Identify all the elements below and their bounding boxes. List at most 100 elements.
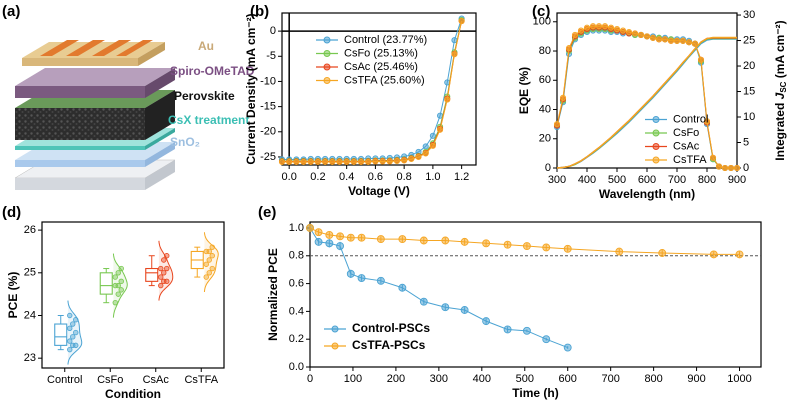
data-point <box>206 270 212 276</box>
legend-swatch-marker <box>323 63 331 71</box>
data-point <box>376 276 385 285</box>
data-point <box>376 235 385 244</box>
x-tick-label: 600 <box>559 373 577 385</box>
csx-side <box>145 128 175 150</box>
data-point <box>460 306 469 314</box>
legend-swatch-marker <box>652 129 660 137</box>
data-point <box>619 27 627 34</box>
data-point <box>209 253 215 259</box>
y-axis-title: EQE (%) <box>517 67 531 114</box>
data-point <box>115 270 121 276</box>
data-point <box>565 45 573 52</box>
series-line <box>556 37 737 169</box>
x-tick-label: 1.2 <box>454 171 469 183</box>
data-point <box>553 121 561 128</box>
data-point <box>482 239 491 248</box>
data-point <box>583 24 591 31</box>
data-point <box>314 158 321 166</box>
data-point <box>655 36 663 43</box>
x-tick-label: 0.0 <box>282 171 297 183</box>
data-point <box>601 23 609 30</box>
data-point <box>286 158 293 166</box>
data-point <box>357 233 366 242</box>
layer-label: Spiro-OMeTAD <box>170 64 255 78</box>
data-point <box>393 157 401 165</box>
x-axis-title: Time (h) <box>512 386 558 400</box>
y-tick-label: 0.0 <box>289 361 304 373</box>
data-point <box>336 242 345 251</box>
x-tick-label: CsTFA <box>184 374 218 386</box>
x-tick-label: 900 <box>687 373 705 385</box>
x-tick-label: 0.2 <box>310 171 325 183</box>
y-axis-title: Normalized PCE <box>266 248 280 341</box>
data-point <box>422 143 429 150</box>
data-point <box>721 164 729 172</box>
legend-swatch-marker <box>331 325 339 333</box>
series-line <box>309 227 568 349</box>
plot-frame <box>281 12 477 166</box>
x-axis-title: Wavelength (nm) <box>599 187 695 201</box>
data-point <box>70 334 76 340</box>
data-point <box>577 27 585 34</box>
panel: 300 400 500 600 700 800 9000204060801000510152… <box>517 3 788 201</box>
layer-label: SnO₂ <box>170 135 200 149</box>
data-point <box>571 31 579 38</box>
data-point <box>522 326 531 335</box>
data-point <box>658 249 667 257</box>
y-tick-label: 80 <box>539 45 551 57</box>
plot-frame <box>41 221 225 369</box>
data-point <box>73 329 79 336</box>
y2-tick-label: 20 <box>743 60 755 72</box>
y-tick-label: 40 <box>539 103 551 115</box>
y2-tick-label: 0 <box>743 162 749 174</box>
data-point <box>164 278 170 285</box>
data-point <box>70 321 76 327</box>
data-point <box>625 28 633 36</box>
y-tick-label: 1.0 <box>289 222 304 234</box>
data-point <box>482 317 491 326</box>
data-point <box>649 34 657 41</box>
data-point <box>441 236 450 245</box>
data-point <box>118 278 124 285</box>
layer-label: Au <box>198 39 214 53</box>
y2-title-symbol: J <box>773 92 787 99</box>
device-schematic: (a) Au Spiro-OMeTAD Perovskite <box>2 3 255 190</box>
data-point <box>735 250 744 259</box>
legend-swatch-marker <box>323 36 331 44</box>
sno2-side <box>145 142 175 167</box>
legend-swatch-marker <box>652 143 660 150</box>
panel-label: (e) <box>258 204 276 221</box>
series-line <box>556 36 737 169</box>
data-point <box>419 236 428 245</box>
data-point <box>685 39 693 46</box>
data-point <box>372 158 379 165</box>
data-point <box>437 126 444 133</box>
y-tick-label: 0 <box>270 25 276 37</box>
sno2-front <box>15 160 145 167</box>
data-point <box>613 26 621 33</box>
y-tick-label: -20 <box>260 126 276 138</box>
data-point <box>709 154 717 161</box>
box <box>99 272 113 295</box>
data-point <box>559 94 567 101</box>
x-tick-label: 800 <box>644 373 662 385</box>
data-point <box>386 158 393 165</box>
x-tick-label: 0 <box>307 373 313 385</box>
y-tick-label: 60 <box>539 74 551 86</box>
y-tick-label: 100 <box>533 16 551 28</box>
spiro-front <box>15 86 145 98</box>
data-point <box>444 96 451 103</box>
data-point <box>307 158 314 166</box>
data-point <box>631 30 639 37</box>
data-point <box>115 291 121 297</box>
data-point <box>542 243 551 252</box>
legend-swatch-marker <box>652 156 660 164</box>
x-tick-label: CsFo <box>97 374 123 386</box>
glass-side <box>145 160 175 190</box>
panel: 0.0 0.2 0.4 0.6 0.8 1.0 1.2 0 -5 -10 -15 -20 -25 Volt… <box>244 3 477 198</box>
y-tick-label: -10 <box>260 75 276 87</box>
y2-tick-label: 25 <box>743 34 755 46</box>
data-point <box>429 142 436 149</box>
data-point <box>357 274 366 282</box>
y-axis-title: Current Density (mA cm⁻²) <box>244 13 258 164</box>
